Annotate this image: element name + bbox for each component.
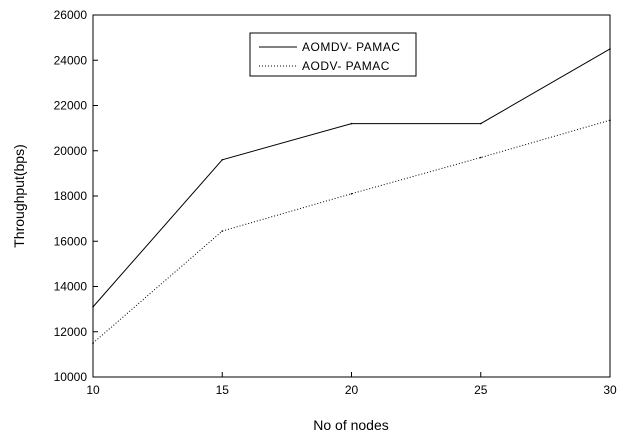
y-tick-label: 10000 <box>54 370 88 384</box>
y-tick-label: 14000 <box>54 280 88 294</box>
y-tick-label: 18000 <box>54 189 88 203</box>
y-axis: 10000 12000 14000 16000 18000 20000 22000 24000… <box>54 8 98 384</box>
x-tick-label: 15 <box>216 383 230 397</box>
series-1-point <box>221 230 224 232</box>
series-0-point <box>479 122 482 125</box>
series-line-1 <box>92 119 611 344</box>
series-line-0 <box>92 48 611 308</box>
series-0-point <box>350 122 353 125</box>
legend-label-aodv: AODV- PAMAC <box>302 59 390 73</box>
series-0-point <box>221 159 224 161</box>
series-0-point <box>609 48 611 50</box>
legend-box <box>249 32 417 77</box>
x-tick-label: 25 <box>474 383 488 397</box>
y-tick-label: 12000 <box>54 325 88 339</box>
x-axis: 10 15 20 25 30 <box>86 372 617 397</box>
y-tick-label: 22000 <box>54 99 88 113</box>
x-tick-label: 20 <box>345 383 359 397</box>
y-tick-label: 16000 <box>54 234 88 248</box>
y-tick-label: 20000 <box>54 144 88 158</box>
x-tick-label: 30 <box>603 383 617 397</box>
series-0-point <box>92 306 94 308</box>
series-1-point <box>479 156 482 159</box>
y-tick-label: 24000 <box>54 53 88 67</box>
series-1-point <box>350 192 353 195</box>
legend: AOMDV- PAMAC AODV- PAMAC <box>249 32 417 77</box>
legend-label-aomdv: AOMDV- PAMAC <box>302 40 400 54</box>
x-axis-title: No of nodes <box>313 417 389 433</box>
series-1-point <box>92 342 94 344</box>
series-1-point <box>609 119 611 122</box>
y-tick-label: 26000 <box>54 8 88 22</box>
series-layer <box>92 48 611 344</box>
y-axis-title: Throughput(bps) <box>11 144 27 248</box>
x-tick-label: 10 <box>86 383 100 397</box>
